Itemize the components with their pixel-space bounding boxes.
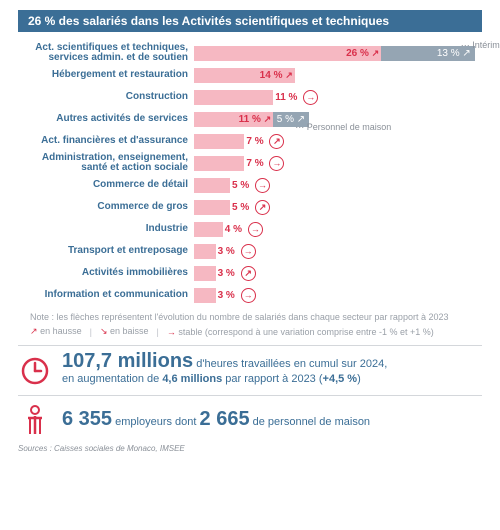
employer-icon — [18, 404, 52, 438]
trend-arrow-icon: ↗ — [269, 134, 284, 149]
chart-row: Act. financières et d'assurance7 % ↗ — [18, 130, 482, 152]
bar-value: 5 % ↗ — [232, 200, 270, 215]
trend-arrow-icon: → — [255, 178, 270, 193]
row-label: Act. scientifiques et techniques, servic… — [18, 43, 194, 63]
bar-value: 14 % — [260, 70, 295, 81]
bar-value: 11 % → — [275, 90, 318, 105]
page-title: 26 % des salariés dans les Activités sci… — [18, 10, 482, 32]
primary-bar: 5 % → — [194, 178, 230, 193]
bar-value: 3 % → — [218, 288, 256, 303]
chart-row: Activités immobilières3 % ↗ — [18, 262, 482, 284]
bar-value: 5 % → — [232, 178, 270, 193]
trend-arrow-icon: ↗ — [241, 266, 256, 281]
row-label: Autres activités de services — [18, 114, 194, 124]
bar-value: 4 % → — [225, 222, 263, 237]
trend-arrow-icon: → — [269, 156, 284, 171]
arrow-down-icon — [100, 326, 108, 337]
row-label: Act. financières et d'assurance — [18, 136, 194, 146]
chart-row: Hébergement et restauration 14 % — [18, 64, 482, 86]
row-label: Commerce de gros — [18, 202, 194, 212]
sources-line: Sources : Caisses sociales de Monaco, IM… — [18, 444, 482, 453]
trend-arrow-icon: → — [241, 244, 256, 259]
divider — [18, 345, 482, 346]
sector-chart: Act. scientifiques et techniques, servic… — [18, 42, 482, 306]
primary-bar: 7 % → — [194, 156, 244, 171]
chart-row: Administration, enseignement, santé et a… — [18, 152, 482, 174]
trend-arrow-icon: → — [248, 222, 263, 237]
chart-row: Industrie4 % → — [18, 218, 482, 240]
bar-annotation: ⋯ Intérim — [461, 40, 500, 51]
row-label: Construction — [18, 92, 194, 102]
stat-hours: 107,7 millions d'heures travaillées en c… — [18, 354, 482, 387]
chart-legend: en hausse | en baisse | stable (correspo… — [30, 326, 482, 337]
trend-arrow-icon: → — [241, 288, 256, 303]
trend-arrow-icon — [264, 114, 272, 125]
arrow-up-icon — [30, 326, 38, 337]
bar-value: 3 % ↗ — [218, 266, 256, 281]
trend-arrow-icon — [285, 70, 293, 81]
primary-bar: 14 % — [194, 68, 295, 83]
chart-row: Commerce de détail5 % → — [18, 174, 482, 196]
arrow-right-icon — [167, 327, 176, 337]
row-label: Administration, enseignement, santé et a… — [18, 153, 194, 173]
row-label: Hébergement et restauration — [18, 70, 194, 80]
chart-row: Construction11 % → — [18, 86, 482, 108]
primary-bar: 26 % — [194, 46, 381, 61]
bar-value: 7 % ↗ — [246, 134, 284, 149]
primary-bar: 3 % → — [194, 288, 216, 303]
bar-value: 3 % → — [218, 244, 256, 259]
divider — [18, 395, 482, 396]
row-label: Transport et entreposage — [18, 246, 194, 256]
primary-bar: 3 % → — [194, 244, 216, 259]
trend-arrow-icon: → — [303, 90, 318, 105]
bar-value: 11 % — [239, 114, 274, 125]
primary-bar: 7 % ↗ — [194, 134, 244, 149]
chart-row: Act. scientifiques et techniques, servic… — [18, 42, 482, 64]
row-label: Industrie — [18, 224, 194, 234]
trend-arrow-icon — [372, 48, 380, 59]
clock-icon — [18, 356, 52, 386]
chart-row: Transport et entreposage3 % → — [18, 240, 482, 262]
row-label: Information et communication — [18, 290, 194, 300]
row-label: Activités immobilières — [18, 268, 194, 278]
primary-bar: 5 % ↗ — [194, 200, 230, 215]
stat-employers: 6 355 employeurs dont 2 665 de personnel… — [18, 404, 482, 438]
primary-bar: 3 % ↗ — [194, 266, 216, 281]
chart-row: Information et communication3 % → — [18, 284, 482, 306]
chart-note: Note : les flèches représentent l'évolut… — [30, 312, 482, 322]
primary-bar: 4 % → — [194, 222, 223, 237]
bar-value: 26 % — [346, 48, 381, 59]
chart-row: Autres activités de services11 % 5 % ↗ — [18, 108, 482, 130]
primary-bar: 11 % → — [194, 90, 273, 105]
trend-arrow-icon: ↗ — [255, 200, 270, 215]
primary-bar: 11 % — [194, 112, 273, 127]
bar-value: 7 % → — [246, 156, 284, 171]
chart-row: Commerce de gros5 % ↗ — [18, 196, 482, 218]
row-label: Commerce de détail — [18, 180, 194, 190]
